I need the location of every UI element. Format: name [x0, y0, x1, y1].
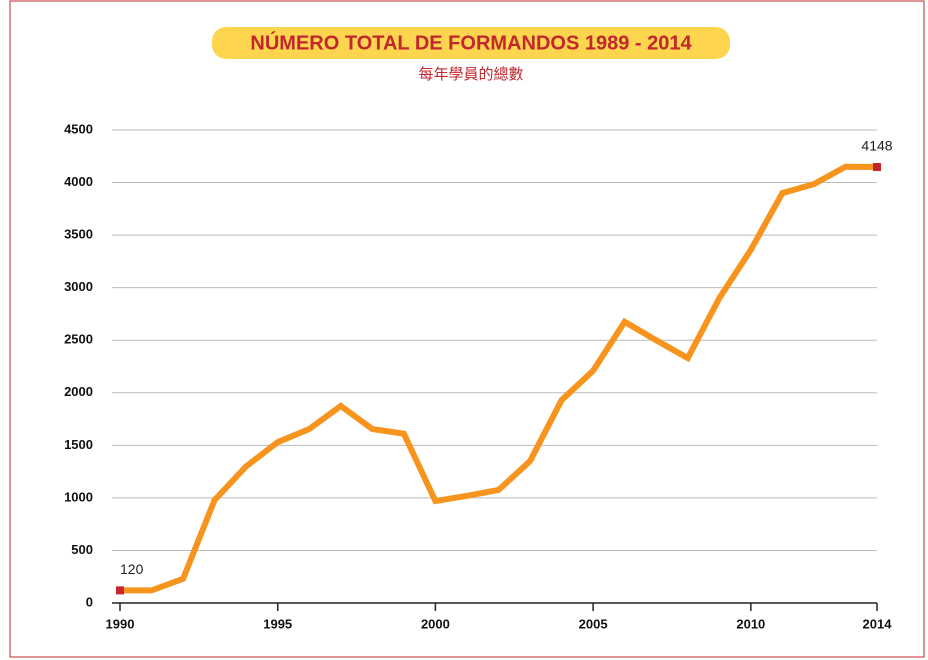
x-tick-label: 1995 — [263, 616, 292, 631]
x-tick-label: 2000 — [421, 616, 450, 631]
y-tick-label: 0 — [86, 594, 93, 609]
y-tick-label: 2500 — [64, 332, 93, 347]
y-tick-label: 1000 — [64, 489, 93, 504]
data-label: 120 — [120, 561, 144, 577]
y-tick-label: 1500 — [64, 437, 93, 452]
x-tick-label: 2005 — [579, 616, 608, 631]
y-tick-label: 2000 — [64, 384, 93, 399]
frame — [9, 0, 925, 658]
line — [120, 163, 878, 594]
data-label: 4148 — [861, 138, 892, 154]
title-highlight — [212, 27, 730, 59]
x-tick-label: 2014 — [863, 616, 893, 631]
x-tick-label: 2010 — [736, 616, 765, 631]
y-tick-label: 3000 — [64, 279, 93, 294]
y-tick-label: 500 — [71, 542, 93, 557]
y-tick-label: 4000 — [64, 174, 93, 189]
chart-subtitle: 每年學員的總數 — [418, 65, 523, 83]
chart-title: NÚMERO TOTAL DE FORMANDOS 1989 - 2014 — [250, 30, 692, 54]
y-tick-label: 3500 — [64, 227, 93, 242]
end-marker — [873, 162, 881, 171]
end-marker — [116, 586, 124, 595]
x-tick-label: 1990 — [106, 616, 135, 631]
y-tick-label: 4500 — [64, 121, 93, 136]
